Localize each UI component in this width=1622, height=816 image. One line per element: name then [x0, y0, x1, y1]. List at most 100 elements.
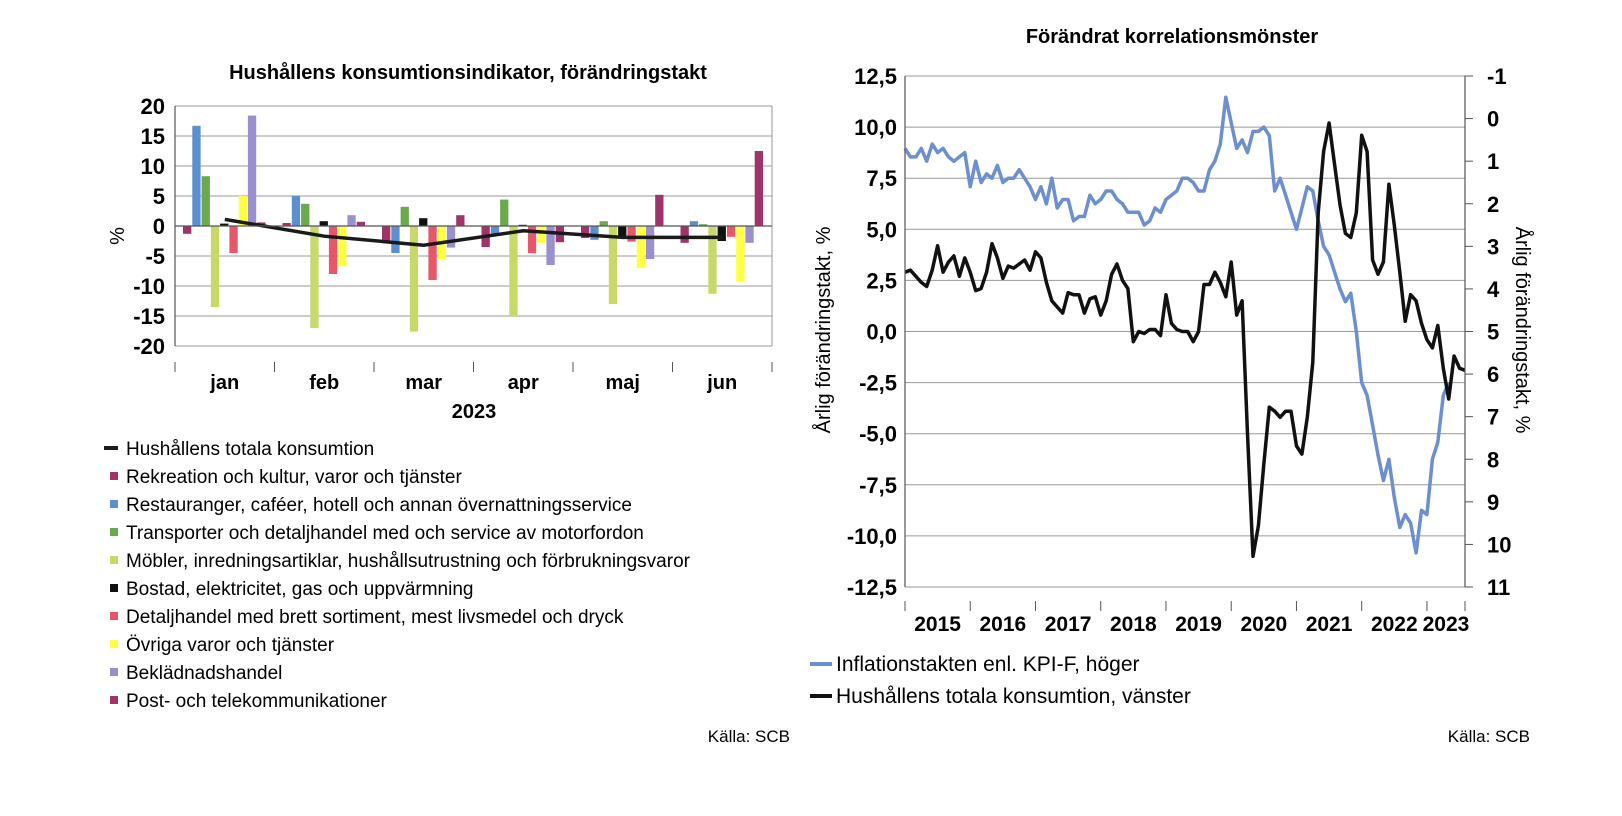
- right-left-y-tick: 0,0: [866, 320, 897, 345]
- right-x-tick: 2016: [980, 613, 1027, 636]
- left-legend-label: Övriga varor och tjänster: [126, 635, 335, 656]
- left-chart-title: Hushållens konsumtionsindikator, förändr…: [229, 61, 707, 84]
- right-left-y-tick-labels: 12,5 10,0 7,5 5,0 2,5 0,0 -2,5 -5,0 -7,5 -10,0 -12…: [847, 64, 897, 600]
- right-left-y-tick: -5,0: [859, 422, 897, 447]
- bar-transporter-mar: [400, 206, 409, 226]
- left-legend: Hushållens totala konsumtion Rekreation o…: [104, 439, 691, 712]
- right-right-y-axis-label: Årlig förändringstakt, %: [1511, 227, 1534, 434]
- bar-restauranger-jan: [192, 125, 201, 226]
- bar-bostad-jun: [717, 226, 726, 241]
- bar-bekladnad-jan: [247, 115, 257, 226]
- right-legend-label: Hushållens totala konsumtion, vänster: [836, 685, 1191, 708]
- right-left-y-tick: -2,5: [859, 371, 897, 396]
- bar-detaljhandel-mar: [428, 226, 437, 280]
- bar-bekladnad-jun: [745, 226, 754, 243]
- bar-restauranger-feb: [291, 196, 301, 226]
- right-series-lines: [903, 95, 1466, 559]
- right-x-tick: 2017: [1045, 613, 1092, 636]
- left-y-tick: -5: [145, 244, 165, 269]
- left-legend-label: Beklädnadshandel: [126, 663, 282, 684]
- bar-mobler-mar: [409, 226, 419, 332]
- bar-rekreation-mar: [382, 226, 391, 243]
- left-chart: Hushållens konsumtionsindikator, förändr…: [104, 61, 790, 746]
- bar-bekladnad-apr: [546, 226, 555, 265]
- bar-transporter-jun: [699, 224, 708, 226]
- bar-bekladnad-mar: [446, 226, 456, 248]
- bar-bostad-maj: [618, 226, 627, 238]
- left-legend-swatch: [110, 640, 118, 648]
- right-x-tick: 2023: [1423, 613, 1470, 636]
- left-legend-swatch: [110, 696, 118, 704]
- right-left-y-tick: 5,0: [866, 217, 897, 242]
- right-right-y-tick: 6: [1487, 362, 1499, 387]
- left-x-tick: feb: [309, 372, 339, 394]
- right-left-y-tick: -10,0: [847, 524, 897, 549]
- bar-restauranger-mar: [391, 226, 400, 253]
- bar-rekreation-maj: [581, 226, 590, 238]
- bar-detaljhandel-jan: [229, 226, 238, 253]
- left-y-tick: 0: [153, 214, 165, 239]
- left-legend-label: Post- och telekommunikationer: [126, 691, 388, 712]
- bar-restauranger-maj: [590, 226, 599, 240]
- bar-restauranger-jun: [689, 221, 699, 226]
- right-legend: Inflationstakten enl. KPI-F, höger Hushål…: [810, 653, 1191, 708]
- right-right-y-tick: 10: [1487, 532, 1511, 557]
- left-y-tick: -15: [133, 304, 165, 329]
- left-legend-label: Detaljhandel med brett sortiment, mest l…: [126, 607, 624, 628]
- right-chart-title: Förändrat korrelationsmönster: [1026, 26, 1319, 48]
- bar-transporter-feb: [301, 203, 310, 226]
- right-chart: Förändrat korrelationsmönster 12,510,07,…: [810, 26, 1534, 746]
- bar-rekreation-feb: [282, 223, 291, 226]
- left-legend-label: Transporter och detaljhandel med och ser…: [126, 523, 644, 544]
- left-y-tick: 15: [141, 124, 165, 149]
- bar-ovriga-apr: [537, 226, 546, 243]
- right-left-y-tick: 10,0: [854, 115, 897, 140]
- left-legend-swatch: [110, 472, 118, 480]
- left-source: Källa: SCB: [708, 727, 790, 746]
- right-right-y-tick: -1: [1487, 64, 1507, 89]
- left-y-tick: 10: [141, 154, 165, 179]
- right-left-y-tick: -12,5: [847, 575, 897, 600]
- right-right-y-tick: 9: [1487, 490, 1499, 515]
- bar-detaljhandel-jun: [726, 226, 736, 237]
- left-legend-label: Rekreation och kultur, varor och tjänste…: [126, 467, 463, 488]
- left-y-tick: 5: [153, 184, 165, 209]
- right-source: Källa: SCB: [1448, 727, 1530, 746]
- left-y-tick-labels: 20 15 10 5 0 -5 -10 -15 -20: [133, 94, 165, 359]
- bar-ovriga-jan: [238, 196, 247, 226]
- bar-bostad-mar: [419, 218, 428, 226]
- bar-detaljhandel-feb: [328, 226, 338, 274]
- bar-rekreation-jun: [680, 226, 689, 243]
- bar-detaljhandel-maj: [627, 226, 636, 242]
- bar-ovriga-feb: [338, 226, 347, 267]
- left-y-tick: 20: [141, 94, 165, 119]
- right-left-y-tick: 7,5: [866, 166, 897, 191]
- right-right-y-tick-labels: -1 0 1 2 3 4 5 6 7 8 9 10 11: [1465, 64, 1511, 600]
- left-y-tick: -20: [133, 334, 165, 359]
- line-konsumtion: [904, 121, 1466, 559]
- bar-mobler-apr: [509, 226, 518, 316]
- right-left-y-tick: 12,5: [854, 64, 897, 89]
- right-x-tick: 2020: [1240, 613, 1287, 636]
- right-legend-label: Inflationstakten enl. KPI-F, höger: [836, 653, 1140, 676]
- bar-ovriga-maj: [636, 226, 645, 268]
- line-kpif: [903, 95, 1451, 555]
- bar-bekladnad-maj: [645, 226, 655, 259]
- right-right-y-tick: 4: [1487, 277, 1500, 302]
- right-x-tick-labels: 2015 2016 2017 2018 2019 2020 2021 2022 2023: [914, 613, 1469, 636]
- left-legend-label: Hushållens totala konsumtion: [126, 439, 374, 460]
- bar-transporter-maj: [599, 221, 608, 226]
- bar-transporter-jan: [201, 176, 210, 226]
- right-x-tick: 2022: [1371, 613, 1418, 636]
- left-x-tick-labels: jan feb mar apr maj jun: [209, 372, 737, 394]
- right-x-axis: [904, 76, 1466, 611]
- left-x-axis: [174, 106, 773, 372]
- left-x-tick: jun: [706, 372, 737, 394]
- bar-bostad-jan: [220, 223, 229, 226]
- left-y-tick: -10: [133, 274, 165, 299]
- right-right-y-tick: 2: [1487, 192, 1499, 217]
- right-x-tick: 2021: [1306, 613, 1353, 636]
- bar-transporter-apr: [500, 199, 509, 226]
- right-right-y-tick: 1: [1487, 149, 1499, 174]
